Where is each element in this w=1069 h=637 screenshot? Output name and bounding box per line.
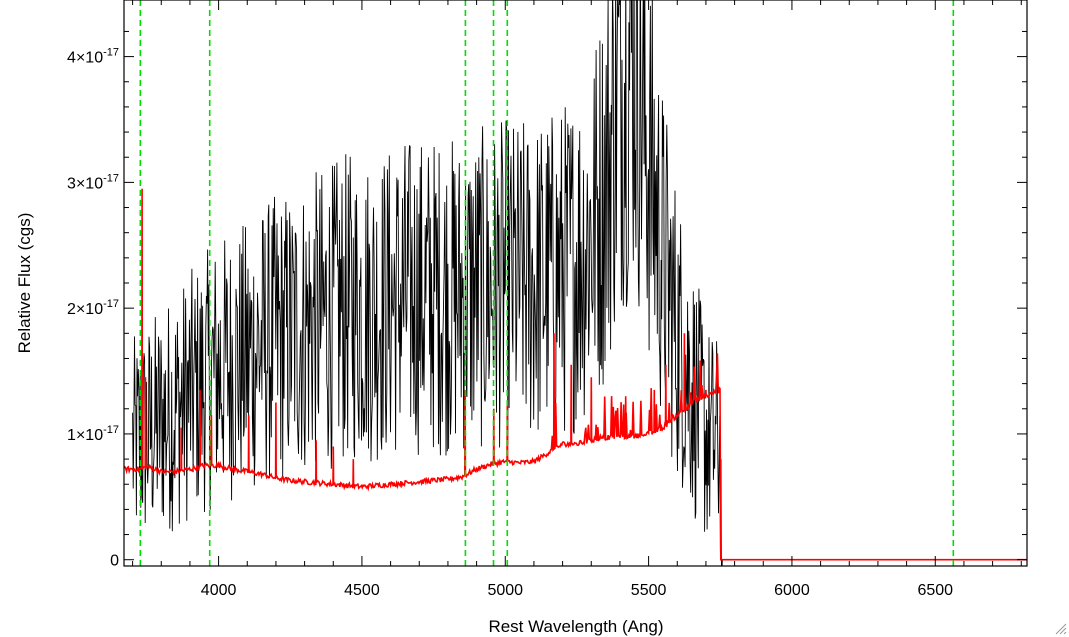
x-tick-label: 4500 — [344, 582, 380, 599]
y-axis-label: Relative Flux (cgs) — [15, 213, 34, 354]
plot-area — [124, 0, 1027, 566]
series-line-2 — [124, 188, 1027, 561]
y-tick-label: 3×10-17 — [67, 172, 119, 192]
y-tick-label: 4×10-17 — [67, 47, 119, 67]
x-tick-label: 4000 — [201, 582, 237, 599]
y-tick-label: 0 — [110, 553, 119, 570]
y-tick-label: 1×10-17 — [67, 424, 119, 444]
x-tick-label: 6000 — [774, 582, 810, 599]
x-tick-label: 5500 — [631, 582, 667, 599]
y-tick-label: 2×10-17 — [67, 298, 119, 318]
x-tick-label: 5000 — [487, 582, 523, 599]
series-line-1 — [132, 0, 1022, 566]
axes — [123, 0, 1028, 567]
tick-labels: 4000 4500 5000 5500 6000 6500 0 1×10-17 2×10-17 3… — [67, 47, 953, 599]
x-axis-label: Rest Wavelength (Ang) — [488, 617, 663, 636]
resize-grip-icon[interactable] — [1055, 623, 1067, 635]
x-tick-label: 6500 — [917, 582, 953, 599]
